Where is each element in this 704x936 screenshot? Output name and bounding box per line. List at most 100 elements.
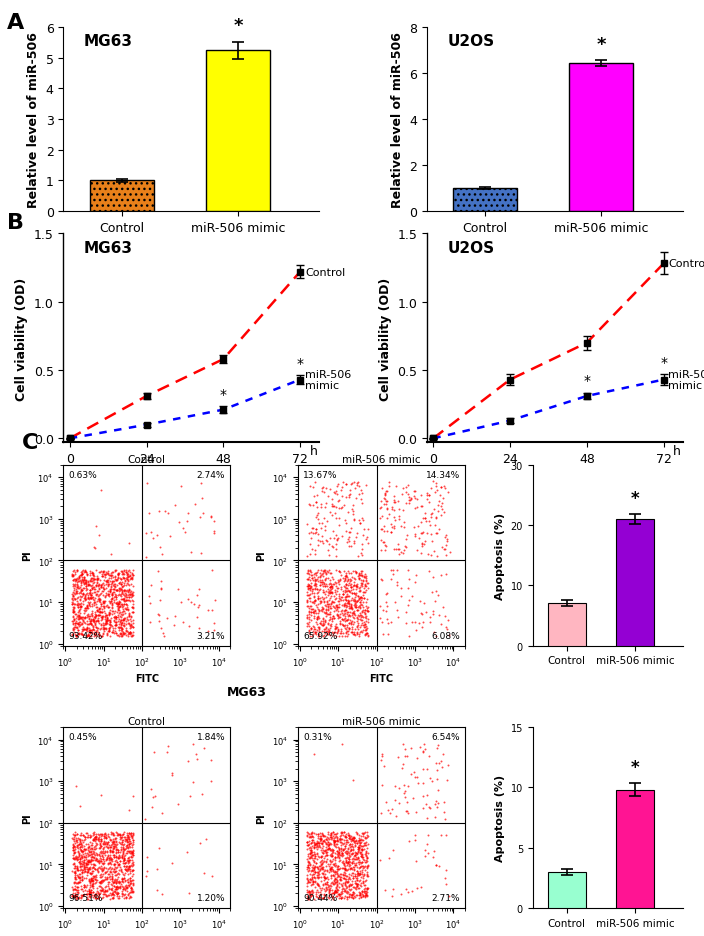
Point xyxy=(122,827,133,842)
Point xyxy=(413,531,425,546)
Point xyxy=(326,882,337,897)
Point xyxy=(324,584,335,599)
Point xyxy=(331,607,342,622)
Point xyxy=(89,850,100,865)
Point xyxy=(108,864,120,879)
Point xyxy=(118,626,130,641)
Point xyxy=(99,612,111,627)
Point xyxy=(336,845,347,860)
Point xyxy=(111,841,122,856)
Point xyxy=(75,836,87,851)
Point xyxy=(432,782,444,797)
Point xyxy=(311,846,322,861)
Point xyxy=(116,884,127,899)
Point xyxy=(74,831,85,846)
Point xyxy=(341,620,353,635)
Point xyxy=(329,874,341,889)
Point xyxy=(315,578,326,592)
Point xyxy=(329,833,340,848)
Point xyxy=(321,626,332,641)
Point xyxy=(336,835,347,850)
Point xyxy=(120,601,131,616)
Point xyxy=(304,828,315,843)
Point xyxy=(351,825,362,840)
Point xyxy=(346,888,358,903)
Point xyxy=(127,856,138,870)
Point xyxy=(303,841,315,856)
Point xyxy=(362,599,373,614)
Point xyxy=(406,740,417,755)
Point xyxy=(354,885,365,900)
Point xyxy=(118,583,129,598)
Point xyxy=(353,832,365,847)
Point xyxy=(99,616,111,631)
Point xyxy=(190,747,201,762)
Point xyxy=(96,578,107,592)
Point xyxy=(124,569,135,584)
Point xyxy=(86,590,97,605)
Point xyxy=(313,826,324,841)
Point xyxy=(342,826,353,841)
Point xyxy=(142,476,153,491)
Point xyxy=(78,860,89,875)
Point xyxy=(125,826,137,841)
Point xyxy=(155,621,166,636)
Point xyxy=(427,475,439,490)
Point xyxy=(327,595,338,610)
Point xyxy=(324,599,335,614)
Point xyxy=(111,610,122,625)
Point xyxy=(110,592,121,607)
Point xyxy=(95,878,106,893)
Point xyxy=(356,855,367,870)
Point xyxy=(115,880,126,895)
Point xyxy=(111,595,122,610)
Point xyxy=(350,846,361,861)
Point xyxy=(66,888,77,903)
Point xyxy=(84,885,95,899)
Point xyxy=(118,591,130,606)
Point xyxy=(346,831,358,846)
Point xyxy=(430,479,441,494)
Point xyxy=(339,606,350,621)
Point xyxy=(408,765,420,780)
Point xyxy=(88,869,99,884)
Point xyxy=(332,611,344,626)
Point xyxy=(309,573,320,588)
Point xyxy=(426,534,437,549)
Point xyxy=(103,829,115,844)
Point xyxy=(93,573,104,588)
Point xyxy=(71,876,82,891)
Point xyxy=(118,851,130,866)
Point xyxy=(107,891,118,906)
Point xyxy=(80,610,91,625)
Point xyxy=(141,869,152,884)
Point xyxy=(102,587,113,602)
Point xyxy=(377,615,388,630)
Point xyxy=(76,856,87,870)
Point xyxy=(82,598,93,613)
Point xyxy=(355,887,366,902)
Point xyxy=(360,567,371,582)
Point xyxy=(123,590,134,605)
Point xyxy=(317,833,328,848)
Point xyxy=(87,853,98,868)
Point xyxy=(122,583,133,598)
Point xyxy=(403,563,414,578)
Point xyxy=(202,624,213,639)
Text: 0.45%: 0.45% xyxy=(68,733,97,741)
Point xyxy=(359,859,370,874)
Point xyxy=(92,831,103,846)
Point xyxy=(327,889,339,904)
Point xyxy=(118,843,129,858)
Point xyxy=(358,600,369,615)
Point xyxy=(339,629,351,644)
Point xyxy=(410,854,421,869)
Point xyxy=(92,837,103,852)
Point xyxy=(87,879,98,894)
Point xyxy=(86,866,97,881)
Point xyxy=(320,598,332,613)
Point xyxy=(308,620,320,635)
Point xyxy=(87,580,98,595)
Point xyxy=(339,598,350,613)
Point xyxy=(356,856,367,870)
